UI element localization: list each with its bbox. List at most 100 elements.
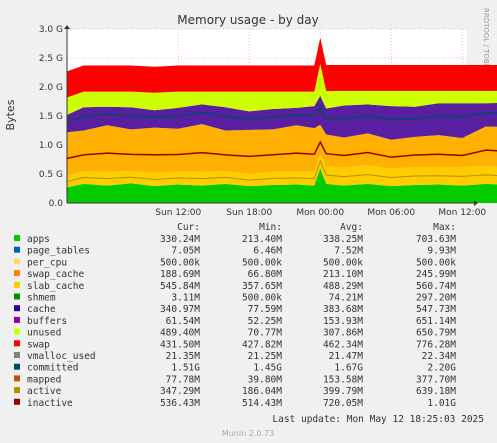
legend-avg-mapped: 153.58M bbox=[323, 374, 363, 385]
y-axis-arrow bbox=[64, 25, 70, 29]
legend-max-page_tables: 9.93M bbox=[427, 246, 456, 257]
legend-cur-mapped: 77.78M bbox=[166, 374, 201, 385]
legend-swatch-swap_cache bbox=[14, 270, 20, 277]
legend-cur-per_cpu: 500.00k bbox=[160, 257, 200, 268]
legend-min-swap_cache: 66.80M bbox=[248, 269, 283, 280]
legend-min-active: 186.04M bbox=[242, 386, 282, 397]
legend-cur-swap: 431.50M bbox=[160, 339, 200, 350]
legend-cur-inactive: 536.43M bbox=[160, 398, 200, 409]
legend-label-slab_cache: slab_cache bbox=[27, 281, 84, 292]
legend-min-mapped: 39.80M bbox=[248, 374, 283, 385]
legend-avg-unused: 307.86M bbox=[323, 328, 363, 339]
y-axis-ticks: 0.0 0.5 G 1.0 G 1.5 G 2.0 G 2.5 G 3.0 G bbox=[39, 25, 63, 209]
legend-label-committed: committed bbox=[27, 363, 78, 374]
last-update: Last update: Mon May 12 18:25:03 2025 bbox=[272, 414, 484, 425]
munin-footer: Munin 2.0.73 bbox=[222, 429, 274, 438]
legend-cur-buffers: 61.54M bbox=[166, 316, 201, 327]
legend-avg-page_tables: 7.52M bbox=[334, 246, 363, 257]
legend-swatch-mapped bbox=[14, 375, 20, 382]
legend-swatch-per_cpu bbox=[14, 258, 20, 265]
legend-avg-apps: 338.25M bbox=[323, 234, 363, 245]
y-tick-label-1: 0.5 G bbox=[39, 170, 63, 180]
legend-cur-slab_cache: 545.84M bbox=[160, 281, 200, 292]
legend-swatch-swap bbox=[14, 340, 20, 347]
legend-min-inactive: 514.43M bbox=[242, 398, 282, 409]
legend-cur-apps: 330.24M bbox=[160, 234, 200, 245]
legend-max-active: 639.18M bbox=[416, 386, 456, 397]
legend-label-apps: apps bbox=[27, 234, 50, 245]
area-unused bbox=[67, 63, 497, 115]
legend-max-per_cpu: 500.00k bbox=[416, 257, 456, 268]
legend-label-swap_cache: swap_cache bbox=[27, 269, 84, 280]
legend-cur-cache: 340.97M bbox=[160, 304, 200, 315]
stacked-areas bbox=[67, 37, 497, 203]
legend-swatch-committed bbox=[14, 363, 20, 370]
legend-min-apps: 213.40M bbox=[242, 234, 282, 245]
x-tick-label-4: Mon 12:00 bbox=[438, 208, 486, 218]
legend-header-1: Min: bbox=[259, 222, 282, 233]
area-swap bbox=[67, 37, 497, 98]
legend-avg-inactive: 720.05M bbox=[323, 398, 363, 409]
legend-label-swap: swap bbox=[27, 339, 50, 350]
legend-avg-shmem: 74.21M bbox=[329, 293, 364, 304]
legend-cur-swap_cache: 188.69M bbox=[160, 269, 200, 280]
legend-avg-vmalloc_used: 21.47M bbox=[329, 351, 364, 362]
area-buffers_cache bbox=[67, 124, 497, 176]
line-inactive bbox=[66, 140, 497, 160]
y-axis-label: Bytes bbox=[4, 99, 17, 130]
legend-min-swap: 427.82M bbox=[242, 339, 282, 350]
legend-max-slab_cache: 560.74M bbox=[416, 281, 456, 292]
legend-swatch-slab_cache bbox=[14, 281, 20, 288]
legend-cur-page_tables: 7.05M bbox=[171, 246, 200, 257]
legend-min-page_tables: 6.46M bbox=[253, 246, 282, 257]
legend-max-unused: 650.79M bbox=[416, 328, 456, 339]
line-committed bbox=[66, 105, 497, 123]
y-tick-label-3: 1.5 G bbox=[39, 112, 63, 122]
legend-label-mapped: mapped bbox=[27, 374, 61, 385]
area-committed_band bbox=[67, 95, 497, 140]
legend-min-per_cpu: 500.00k bbox=[242, 257, 282, 268]
legend-swatch-vmalloc_used bbox=[14, 352, 20, 358]
area-slab_cache bbox=[67, 153, 497, 188]
area-apps bbox=[67, 168, 497, 203]
legend-min-shmem: 500.00k bbox=[242, 293, 282, 304]
legend-label-inactive: inactive bbox=[27, 398, 73, 409]
legend-max-buffers: 651.14M bbox=[416, 316, 456, 327]
legend-cur-active: 347.29M bbox=[160, 386, 200, 397]
legend-swatch-inactive bbox=[14, 398, 20, 405]
legend-swatch-shmem bbox=[14, 293, 20, 300]
legend-label-per_cpu: per_cpu bbox=[27, 257, 67, 268]
legend-cur-unused: 489.40M bbox=[160, 328, 200, 339]
x-tick-label-0: Sun 12:00 bbox=[155, 208, 201, 218]
legend-cur-vmalloc_used: 21.35M bbox=[166, 351, 201, 362]
legend-avg-slab_cache: 488.29M bbox=[323, 281, 363, 292]
legend-label-shmem: shmem bbox=[27, 293, 56, 304]
legend-header-0: Cur: bbox=[177, 222, 200, 233]
legend-max-swap_cache: 245.99M bbox=[416, 269, 456, 280]
legend-swatch-buffers bbox=[14, 316, 20, 323]
y-tick-label-4: 2.0 G bbox=[39, 83, 63, 93]
legend-avg-swap: 462.34M bbox=[323, 339, 363, 350]
legend-header-2: Avg: bbox=[340, 222, 363, 233]
legend-max-apps: 703.63M bbox=[416, 234, 456, 245]
legend-label-active: active bbox=[27, 386, 62, 397]
legend-max-vmalloc_used: 22.34M bbox=[422, 351, 457, 362]
legend-header-3: Max: bbox=[433, 222, 456, 233]
legend-label-buffers: buffers bbox=[27, 316, 67, 327]
legend-swatch-unused bbox=[14, 328, 20, 335]
y-tick-label-0: 0.0 bbox=[49, 199, 64, 209]
legend-avg-cache: 383.68M bbox=[323, 304, 363, 315]
legend-swatch-active bbox=[14, 387, 20, 394]
x-axis-ticks: Sun 12:00 Sun 18:00 Mon 00:00 Mon 06:00 Mon … bbox=[155, 208, 486, 218]
x-axis-arrow bbox=[474, 200, 478, 206]
legend-avg-active: 399.79M bbox=[323, 386, 363, 397]
legend-label-cache: cache bbox=[27, 304, 56, 315]
legend-max-mapped: 377.70M bbox=[416, 374, 456, 385]
legend-swatch-apps bbox=[14, 235, 20, 241]
legend-max-inactive: 1.01G bbox=[427, 398, 456, 409]
legend-max-committed: 2.20G bbox=[427, 363, 456, 374]
x-tick-label-3: Mon 06:00 bbox=[367, 208, 415, 218]
line-active bbox=[66, 159, 497, 183]
legend-label-vmalloc_used: vmalloc_used bbox=[27, 351, 96, 362]
